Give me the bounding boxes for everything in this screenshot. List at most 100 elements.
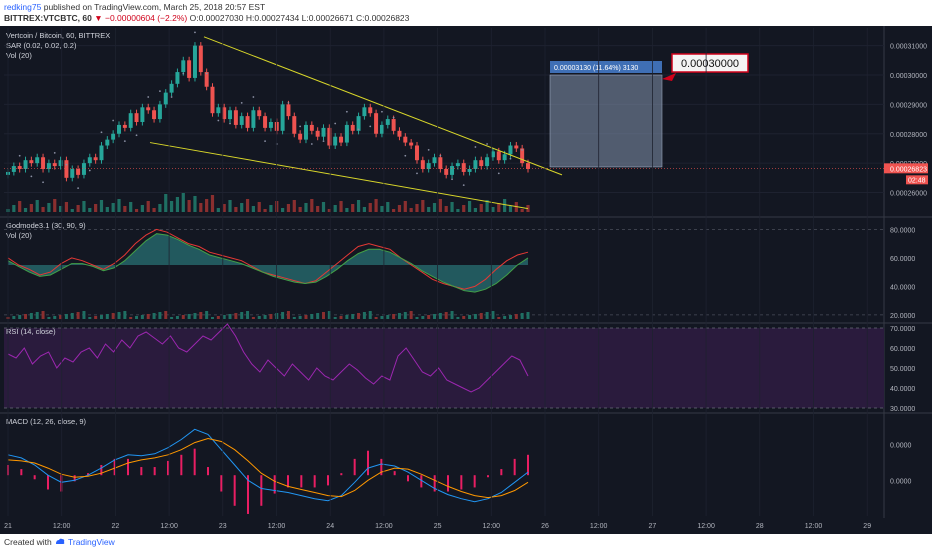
- godmode-volume-bar: [164, 311, 168, 319]
- volume-bar: [41, 207, 45, 212]
- volume-bar: [438, 199, 442, 212]
- macd-pane-title: MACD (12, 26, close, 9): [6, 417, 87, 426]
- footer: Created with TradingView: [0, 534, 932, 550]
- rsi-band: [4, 328, 884, 408]
- sar-dot: [18, 154, 21, 157]
- godmode-volume-bar: [187, 314, 191, 319]
- candle-body: [239, 116, 244, 125]
- sar-dot: [100, 131, 103, 134]
- godmode-tick-label: 60.0000: [890, 256, 915, 263]
- candle-body: [333, 136, 338, 146]
- macd-tick-label: 0.0000: [890, 443, 912, 450]
- candle-body: [204, 72, 209, 87]
- volume-bar: [362, 207, 367, 212]
- volume-bar: [123, 206, 127, 212]
- time-tick-label: 12:00: [375, 523, 393, 530]
- macd-histogram-bar: [340, 473, 343, 476]
- price-tick-label: 0.00031000: [890, 44, 927, 51]
- sar-dot: [240, 102, 243, 104]
- candle-body: [467, 169, 472, 172]
- candle-body: [268, 122, 273, 128]
- godmode-volume-bar: [292, 317, 296, 319]
- sar-dot: [53, 151, 56, 154]
- trendline-upper: [203, 36, 563, 176]
- godmode-volume-bar: [64, 314, 68, 319]
- volume-bar: [82, 201, 86, 212]
- macd-histogram-bar: [73, 475, 76, 482]
- volume-bar: [327, 209, 331, 212]
- sar-dot: [170, 96, 173, 98]
- candle-body: [175, 72, 180, 84]
- macd-histogram-bar: [420, 475, 423, 488]
- candle-body: [292, 116, 297, 134]
- candle-body: [502, 154, 507, 161]
- candle-body: [403, 136, 408, 143]
- macd-histogram-bar: [473, 475, 476, 488]
- sar-dot: [123, 140, 126, 142]
- symbol-line: BITTREX:VTCBTC, 60 ▼ −0.00000604 (−2.2%)…: [4, 13, 409, 23]
- volume-bar: [520, 209, 524, 212]
- macd-histogram-bar: [447, 475, 449, 492]
- candle-body: [514, 145, 519, 149]
- volume-bar: [47, 203, 51, 212]
- macd-histogram-bar: [127, 458, 129, 476]
- candle-body: [490, 151, 495, 158]
- candle-body: [450, 166, 455, 175]
- candle-body: [157, 104, 162, 120]
- volume-bar: [23, 208, 28, 212]
- candle-body: [391, 119, 396, 131]
- sar-dot: [462, 184, 465, 187]
- volume-bar: [316, 206, 320, 212]
- candle-body: [356, 116, 361, 131]
- price-tick-label: 0.00029000: [890, 102, 927, 109]
- sar-dot: [497, 172, 500, 175]
- chart-canvas[interactable]: 0.00031000 0.00030000 0.00029000 0.00028000…: [0, 26, 932, 534]
- godmode-volume-bar: [117, 312, 121, 319]
- candle-body: [122, 124, 127, 128]
- chart-area[interactable]: 0.00031000 0.00030000 0.00029000 0.00028000…: [0, 26, 932, 534]
- volume-bar: [70, 209, 74, 212]
- volume-bar: [310, 199, 314, 212]
- volume-bar: [467, 201, 472, 212]
- volume-bar: [333, 205, 337, 212]
- macd-histogram-bar: [500, 469, 503, 476]
- macd-histogram-bar: [153, 467, 156, 476]
- godmode-volume-bar: [181, 315, 185, 319]
- volume-bar: [228, 200, 232, 212]
- godmode-volume-bar: [234, 313, 238, 319]
- target-callout-box: [671, 53, 749, 73]
- volume-bar: [193, 196, 197, 212]
- countdown-tag: [906, 175, 928, 185]
- candle-body: [35, 157, 40, 164]
- candle-body: [461, 163, 466, 172]
- godmode-volume-bar: [175, 316, 179, 319]
- macd-histogram-bar: [273, 475, 276, 494]
- candle-body: [444, 169, 449, 175]
- macd-histogram-bar: [47, 475, 49, 490]
- candle-body: [169, 83, 174, 93]
- candle-body: [426, 163, 431, 169]
- godmode-volume-bar: [35, 312, 39, 319]
- volume-bar: [397, 205, 402, 212]
- candle-body: [496, 151, 501, 161]
- candle-body: [479, 160, 484, 167]
- price-tick-label: 0.00028000: [890, 132, 927, 139]
- volume-bar: [368, 203, 372, 212]
- candle-body: [87, 157, 92, 164]
- godmode-volume-bar: [47, 317, 51, 319]
- godmode-volume-bar: [216, 316, 220, 319]
- candle-body: [46, 163, 51, 169]
- target-callout-pointer: [662, 73, 676, 81]
- candle-body: [485, 157, 490, 167]
- sar-dot: [159, 90, 161, 93]
- volume-bar: [450, 202, 454, 212]
- sar-dot: [194, 31, 196, 34]
- macd-histogram-bar: [353, 458, 356, 476]
- time-tick-label: 28: [756, 523, 764, 530]
- tradingview-brand[interactable]: TradingView: [68, 537, 115, 547]
- volume-bar: [169, 201, 174, 212]
- godmode-volume-bar: [322, 312, 326, 319]
- author-link[interactable]: redking75: [4, 2, 42, 12]
- godmode-volume-bar: [380, 316, 384, 319]
- countdown-label: 02:48: [908, 177, 926, 184]
